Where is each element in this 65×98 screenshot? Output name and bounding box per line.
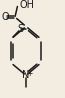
Text: N: N (22, 70, 30, 80)
Text: S: S (17, 24, 24, 34)
Text: OH: OH (19, 0, 34, 10)
Text: +: + (26, 69, 33, 78)
Text: O: O (1, 12, 9, 22)
